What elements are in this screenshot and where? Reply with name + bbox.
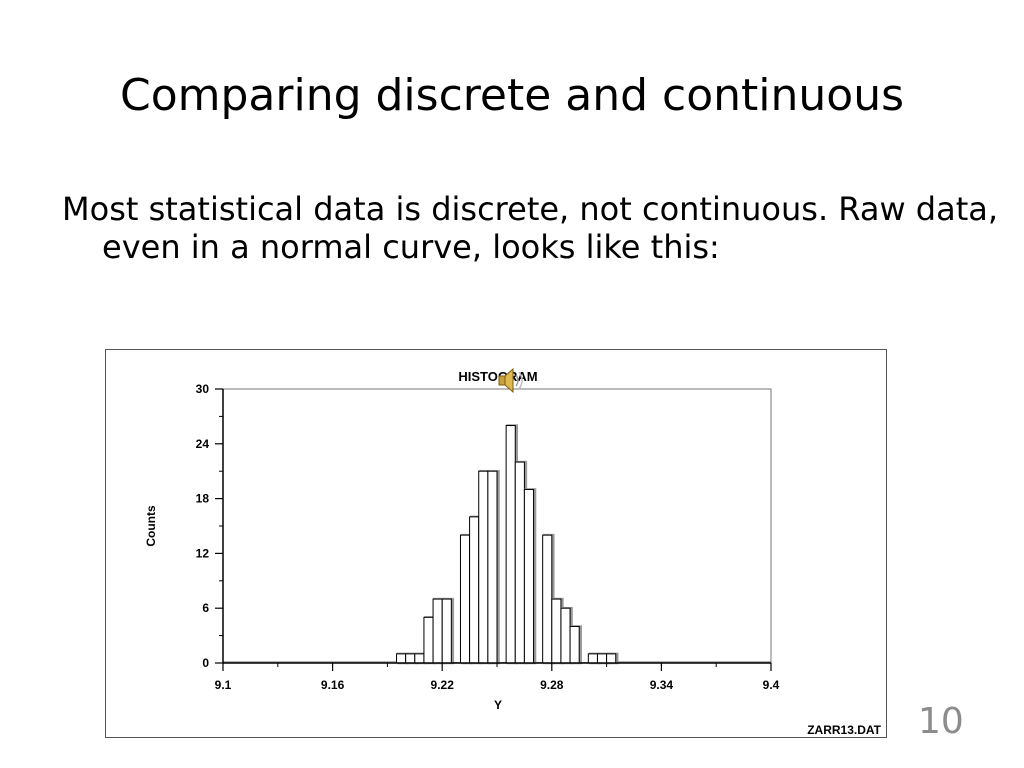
x-tick-label: 9.28	[540, 678, 564, 692]
x-tick-label: 9.1	[215, 678, 232, 692]
histogram-bar	[459, 534, 471, 664]
x-tick-label: 9.4	[763, 678, 780, 692]
histogram-bar	[587, 653, 598, 664]
histogram-bar	[414, 653, 425, 664]
x-tick-label: 9.34	[650, 678, 674, 692]
histogram-chart: 0 6 12 18 24 30 9.1 9.16 9.22 9.28 9.34 9.4 HISTOGR…	[105, 349, 887, 738]
histogram-bar	[514, 461, 525, 664]
histogram-bar	[487, 470, 498, 664]
slide-title: Comparing discrete and continuous	[119, 70, 905, 121]
histogram-svg: 0 6 12 18 24 30 9.1 9.16 9.22 9.28 9.34 9.4 HISTOGR…	[144, 367, 882, 737]
speaker-icon[interactable]	[498, 367, 523, 394]
x-tick-label: 9.16	[321, 678, 345, 692]
slide-number: 10	[918, 701, 964, 742]
histogram-bar	[423, 616, 434, 664]
histogram-bar	[542, 534, 553, 664]
y-tick-label: 30	[196, 382, 210, 396]
histogram-bar	[606, 653, 617, 664]
y-tick-label: 0	[202, 656, 209, 670]
histogram-bar	[596, 653, 608, 664]
y-tick-label: 6	[202, 601, 209, 615]
histogram-bar	[441, 598, 452, 664]
chart-footer-label: ZARR13.DAT	[807, 723, 881, 737]
y-tick-label: 24	[196, 437, 210, 451]
histogram-bar	[478, 470, 489, 664]
histogram-bar	[551, 598, 562, 664]
x-tick-label: 9.22	[431, 678, 455, 692]
y-axis-label: Counts	[144, 505, 158, 547]
histogram-bar	[569, 625, 580, 664]
x-axis-label: Y	[494, 698, 502, 712]
histogram-bar	[523, 488, 535, 664]
histogram-bar	[396, 653, 407, 664]
histogram-bar	[405, 653, 416, 664]
slide-body-text: Most statistical data is discrete, not c…	[62, 190, 999, 266]
y-tick-label: 12	[196, 546, 210, 560]
y-tick-label: 18	[196, 492, 210, 506]
histogram-bar	[560, 607, 571, 664]
histogram-bar	[432, 598, 443, 664]
chart-title: HISTOGRAM	[458, 369, 537, 384]
histogram-bar	[469, 516, 480, 664]
histogram-bar	[505, 425, 516, 664]
